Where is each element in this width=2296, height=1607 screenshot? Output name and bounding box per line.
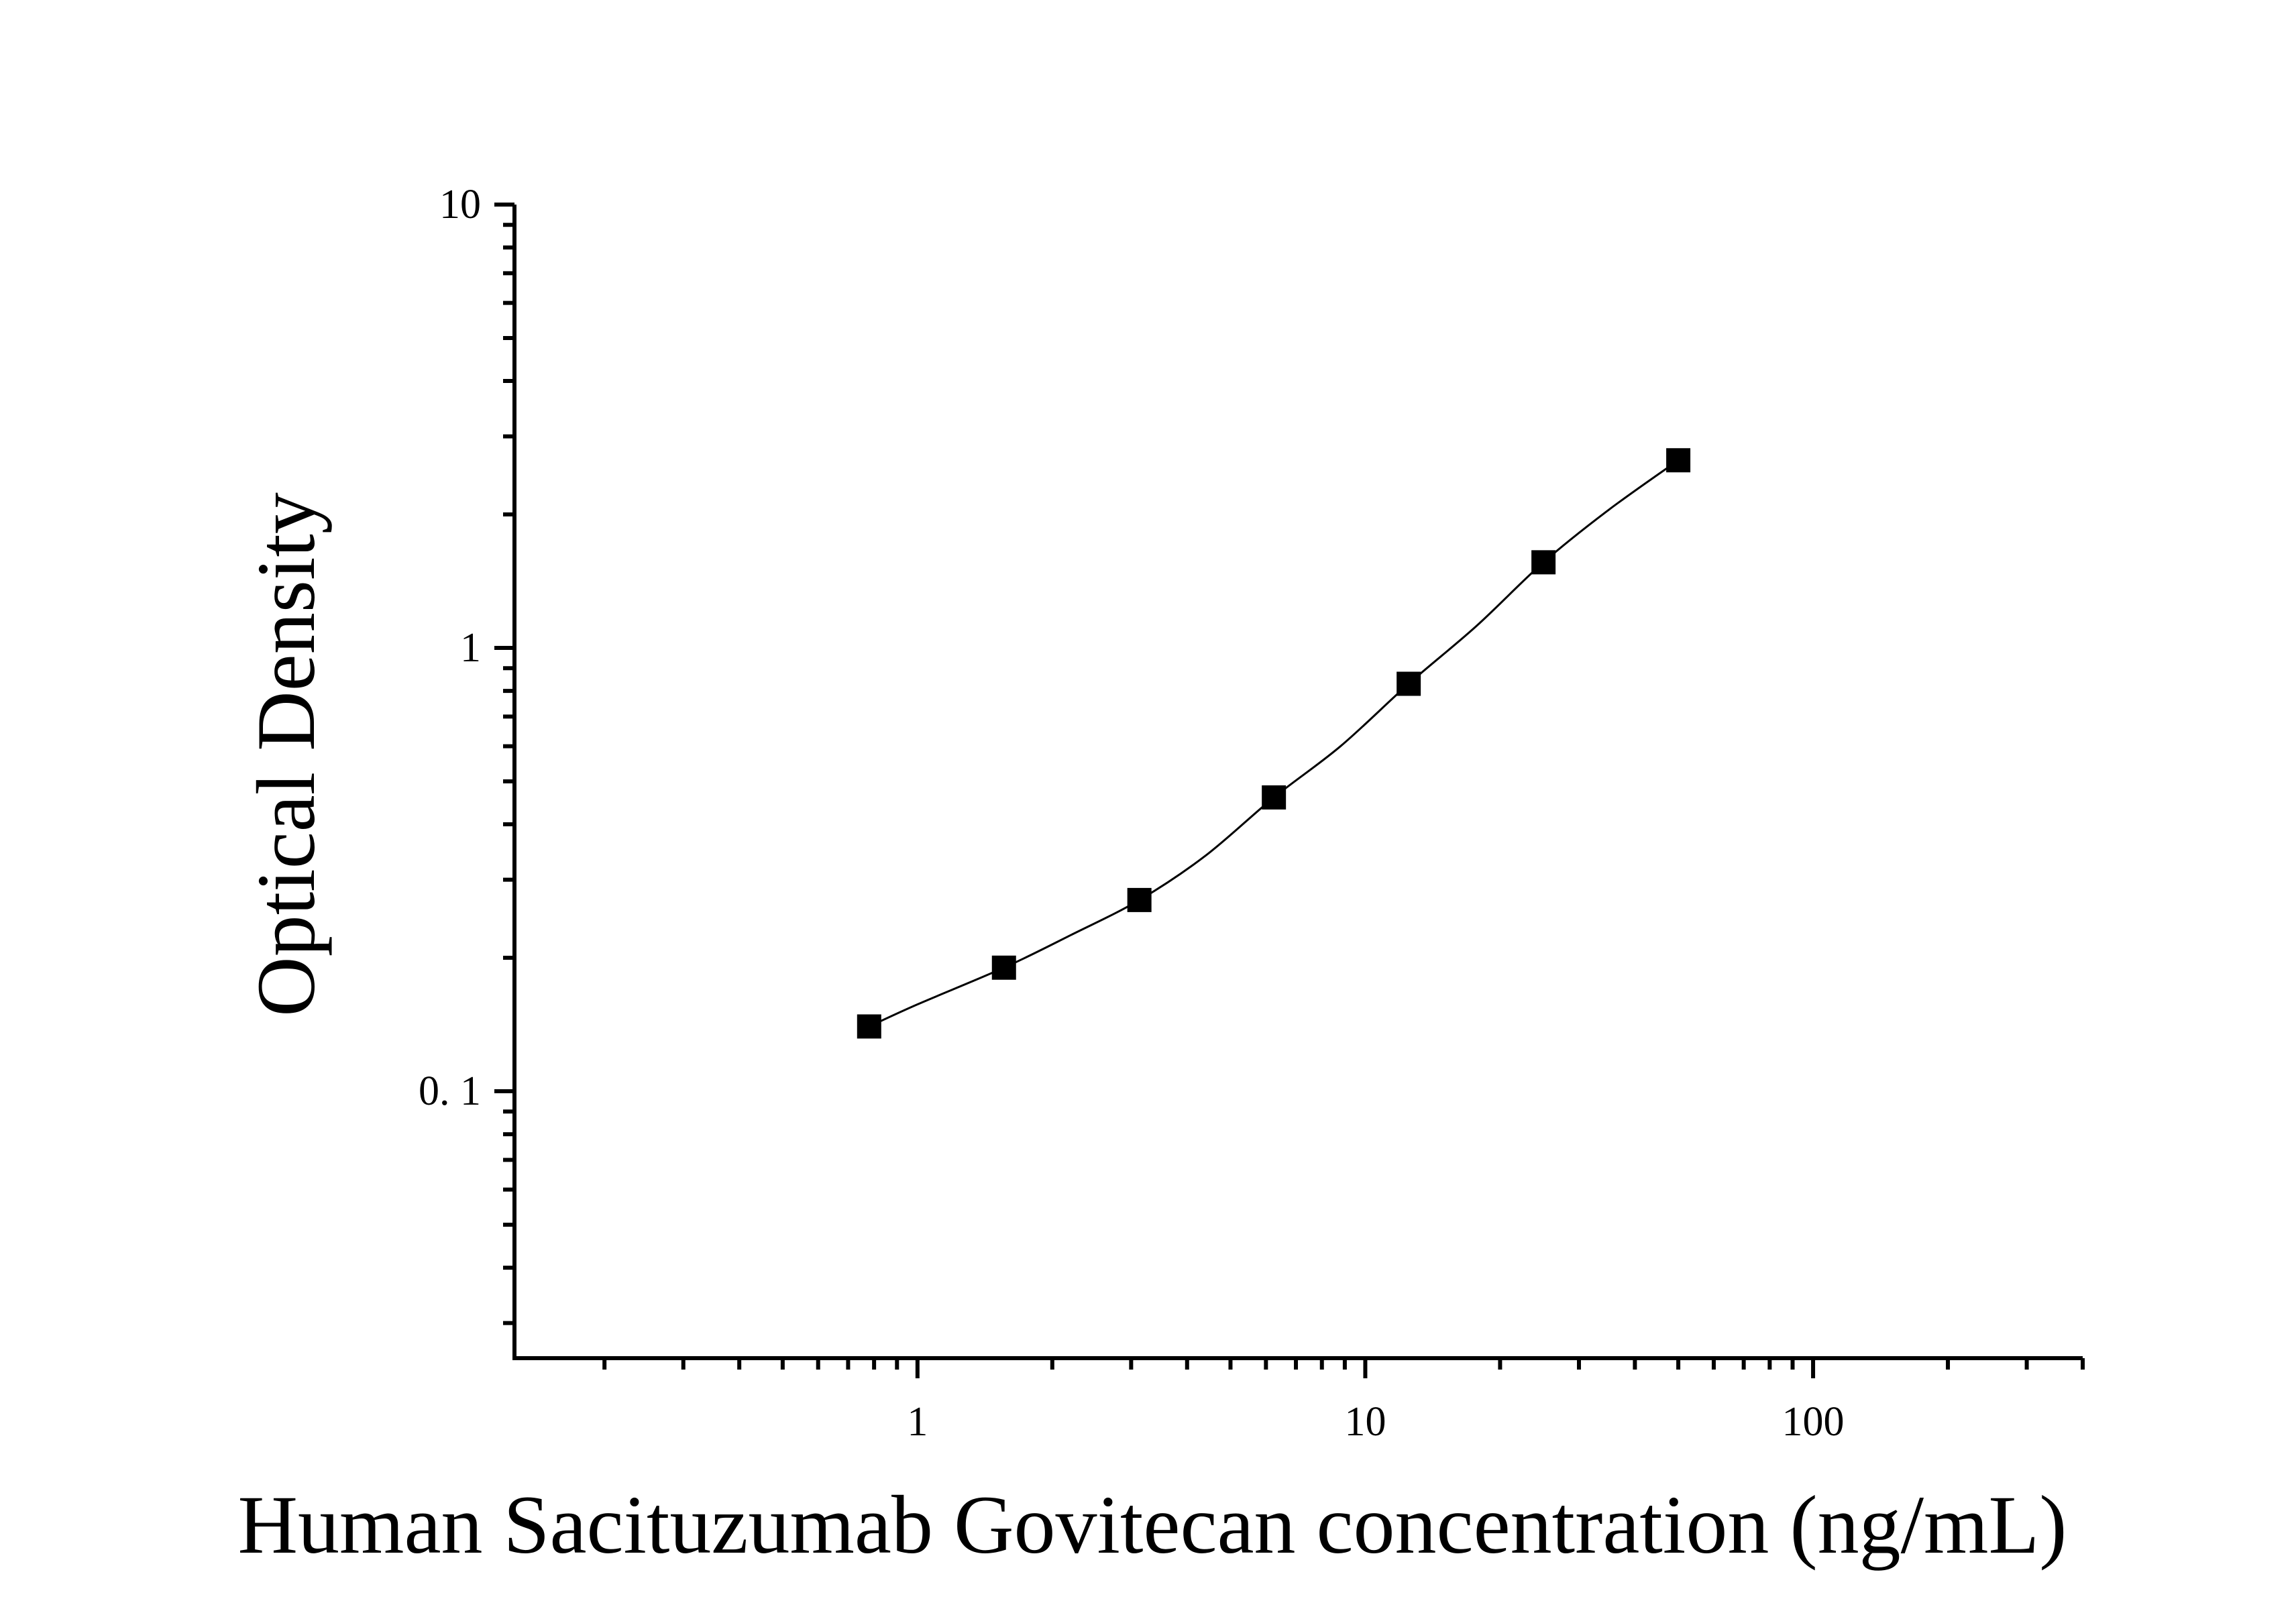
x-axis-ticks: 1 10 100 bbox=[602, 1358, 2085, 1445]
data-points bbox=[857, 448, 1691, 1039]
data-point bbox=[1262, 785, 1287, 810]
data-point bbox=[991, 955, 1016, 980]
data-point bbox=[1531, 550, 1556, 575]
x-tick-label: 100 bbox=[1782, 1399, 1845, 1445]
fit-curve bbox=[869, 459, 1679, 1028]
x-tick-label: 1 bbox=[907, 1399, 928, 1445]
data-point bbox=[1666, 448, 1691, 473]
data-point bbox=[1127, 887, 1152, 912]
x-tick-label: 10 bbox=[1344, 1399, 1386, 1445]
axes: 0. 1 1 10 1 10 100 bbox=[419, 182, 2085, 1445]
y-tick-label: 10 bbox=[439, 182, 481, 227]
x-axis-title: Human Sacituzumab Govitecan concentratio… bbox=[237, 1479, 2067, 1571]
data-point bbox=[857, 1014, 881, 1039]
y-axis-ticks: 0. 1 1 10 bbox=[419, 182, 514, 1325]
y-tick-label: 1 bbox=[460, 625, 481, 671]
y-axis-title: Optical Density bbox=[240, 492, 332, 1017]
data-point bbox=[1397, 671, 1421, 696]
y-tick-label: 0. 1 bbox=[419, 1068, 481, 1114]
